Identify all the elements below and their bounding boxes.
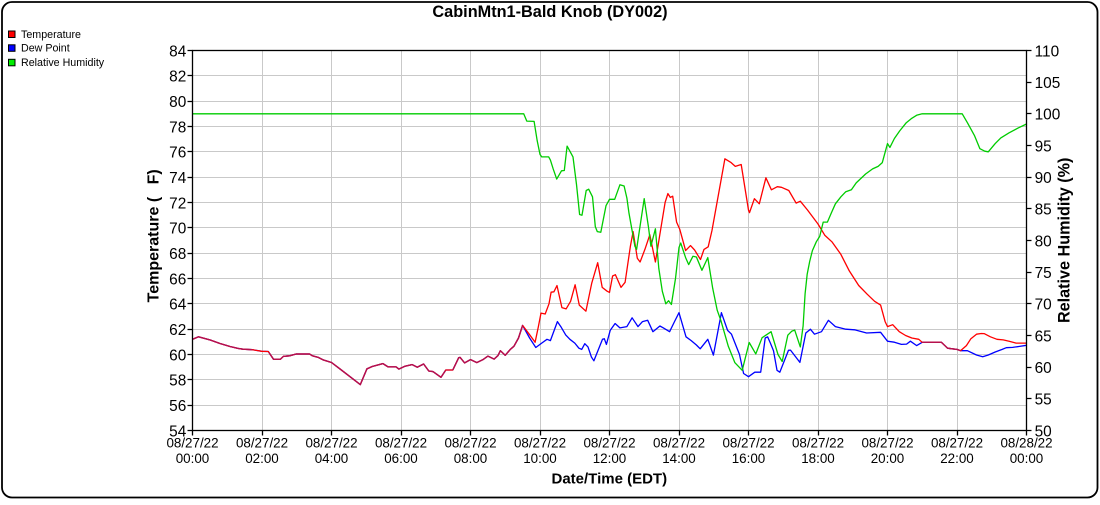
svg-text:68: 68 [169,246,186,263]
svg-text:64: 64 [169,297,187,314]
svg-text:08/27/22: 08/27/22 [236,436,288,451]
svg-text:75: 75 [1035,265,1052,282]
svg-text:58: 58 [169,373,186,390]
svg-text:72: 72 [169,195,186,212]
svg-text:00:00: 00:00 [1010,451,1044,466]
svg-text:56: 56 [169,398,186,415]
svg-text:16:00: 16:00 [732,451,766,466]
svg-text:04:00: 04:00 [315,451,349,466]
svg-text:08/27/22: 08/27/22 [514,436,566,451]
svg-text:Relative Humidity (%): Relative Humidity (%) [1056,158,1074,324]
svg-text:105: 105 [1035,75,1061,92]
svg-text:Relative Humidity: Relative Humidity [21,57,105,69]
svg-text:54: 54 [169,423,187,440]
svg-text:70: 70 [169,221,186,238]
svg-text:08/27/22: 08/27/22 [166,436,218,451]
svg-text:08/27/22: 08/27/22 [305,436,357,451]
svg-text:08:00: 08:00 [454,451,488,466]
svg-text:100: 100 [1035,107,1061,124]
svg-text:08/27/22: 08/27/22 [861,436,913,451]
svg-text:08/28/22: 08/28/22 [1000,436,1052,451]
svg-text:10:00: 10:00 [523,451,557,466]
svg-text:80: 80 [169,94,186,111]
svg-text:50: 50 [1035,423,1052,440]
svg-text:66: 66 [169,271,186,288]
svg-text:18:00: 18:00 [801,451,835,466]
svg-text:06:00: 06:00 [384,451,418,466]
svg-text:90: 90 [1035,170,1052,187]
svg-text:110: 110 [1035,43,1060,60]
svg-text:Dew Point: Dew Point [21,43,70,55]
svg-text:08/27/22: 08/27/22 [792,436,844,451]
svg-text:08/27/22: 08/27/22 [375,436,427,451]
svg-text:74: 74 [169,170,187,187]
svg-text:78: 78 [169,119,186,136]
svg-text:95: 95 [1035,138,1052,155]
svg-text:08/27/22: 08/27/22 [653,436,705,451]
svg-text:08/27/22: 08/27/22 [444,436,496,451]
svg-text:CabinMtn1-Bald Knob (DY002): CabinMtn1-Bald Knob (DY002) [432,3,667,21]
svg-text:08/27/22: 08/27/22 [722,436,774,451]
svg-text:08/27/22: 08/27/22 [583,436,635,451]
svg-text:12:00: 12:00 [593,451,627,466]
svg-text:85: 85 [1035,202,1052,219]
svg-text:14:00: 14:00 [662,451,696,466]
svg-text:55: 55 [1035,392,1052,409]
svg-text:82: 82 [169,69,186,86]
svg-text:20:00: 20:00 [871,451,905,466]
svg-text:60: 60 [1035,360,1052,377]
svg-text:65: 65 [1035,328,1052,345]
svg-text:80: 80 [1035,233,1052,250]
svg-text:76: 76 [169,145,186,162]
svg-text:22:00: 22:00 [940,451,974,466]
svg-text:02:00: 02:00 [245,451,279,466]
svg-text:Date/Time (EDT): Date/Time (EDT) [552,470,668,487]
svg-text:00:00: 00:00 [176,451,210,466]
svg-text:70: 70 [1035,297,1052,314]
svg-text:Temperature ( F): Temperature ( F) [146,169,163,302]
svg-text:60: 60 [169,347,186,364]
svg-text:84: 84 [169,43,187,60]
svg-text:Temperature: Temperature [21,29,81,41]
svg-text:08/27/22: 08/27/22 [931,436,983,451]
svg-text:62: 62 [169,322,186,339]
